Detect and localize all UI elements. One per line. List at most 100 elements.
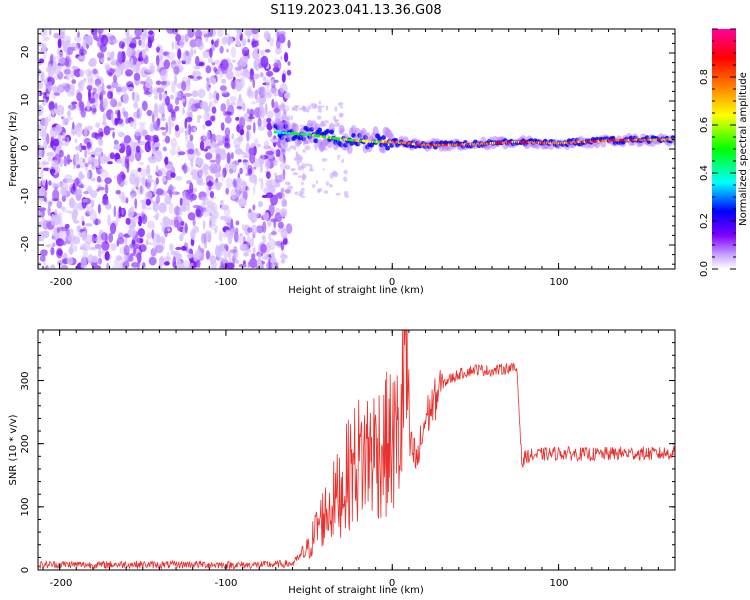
noise-blob — [177, 48, 182, 60]
noise-blob — [273, 79, 279, 84]
noise-blob — [228, 249, 232, 260]
noise-blob — [275, 149, 281, 158]
noise-blob — [125, 217, 131, 225]
noise-blob — [108, 39, 111, 44]
noise-blob — [165, 170, 173, 181]
noise-blob — [196, 259, 201, 268]
noise-blob — [147, 175, 153, 180]
noise-blob — [253, 121, 256, 134]
noise-blob — [61, 240, 67, 246]
noise-blob — [190, 170, 194, 176]
noise-blob — [118, 213, 122, 219]
spectrogram-tick-marks — [38, 29, 676, 269]
noise-blob — [187, 212, 196, 221]
noise-blob — [209, 191, 214, 199]
noise-blob — [172, 256, 177, 268]
noise-blob — [121, 173, 126, 180]
noise-blob — [131, 217, 140, 223]
noise-blob — [266, 261, 273, 269]
noise-blob — [249, 75, 255, 83]
noise-blob — [238, 197, 247, 208]
noise-blob — [145, 198, 151, 206]
noise-blob — [97, 203, 101, 214]
noise-blob — [108, 127, 115, 131]
noise-blob — [65, 117, 70, 123]
noise-blob — [214, 59, 221, 65]
noise-blob — [338, 101, 344, 107]
noise-blob — [337, 155, 341, 158]
noise-blob — [97, 29, 104, 35]
noise-blob — [138, 121, 147, 126]
noise-blob — [173, 216, 179, 220]
noise-blob — [55, 182, 64, 188]
noise-blob — [48, 101, 55, 112]
noise-blob — [276, 31, 280, 42]
noise-blob — [61, 116, 64, 120]
noise-blob — [180, 220, 185, 226]
noise-blob — [155, 188, 164, 196]
noise-blob — [178, 209, 182, 216]
noise-blob — [237, 159, 242, 163]
noise-blob — [320, 122, 324, 128]
noise-blob — [116, 255, 123, 261]
noise-blob — [163, 94, 167, 99]
noise-blob — [184, 223, 188, 234]
noise-blob — [38, 221, 43, 229]
noise-blob — [200, 100, 209, 110]
noise-blob — [290, 168, 297, 171]
noise-blob — [221, 257, 228, 264]
noise-blob — [38, 207, 47, 212]
noise-blob — [241, 38, 247, 47]
noise-blob — [268, 232, 272, 241]
colorbar-tick-label: 0.0 — [699, 261, 710, 277]
noise-blob — [252, 185, 256, 196]
noise-blob — [77, 225, 81, 230]
noise-blob — [54, 102, 58, 111]
noise-blob — [94, 147, 103, 153]
noise-blob — [279, 174, 286, 178]
noise-blob — [285, 181, 290, 185]
noise-blob — [69, 228, 74, 237]
noise-blob — [276, 193, 284, 200]
noise-blob — [92, 68, 98, 75]
noise-blob — [78, 174, 85, 180]
noise-blob — [112, 39, 119, 44]
snr-xtick-label: -100 — [215, 578, 238, 589]
noise-blob — [243, 181, 247, 191]
noise-blob — [142, 262, 146, 268]
ridge-blob — [600, 140, 607, 148]
noise-blob — [162, 51, 170, 57]
noise-blob — [108, 72, 113, 77]
noise-blob — [334, 106, 338, 112]
noise-blob — [259, 263, 264, 269]
noise-blob — [280, 241, 285, 251]
noise-blob — [244, 224, 251, 236]
ridge-blob — [284, 121, 291, 131]
noise-blob — [86, 85, 93, 91]
noise-blob — [257, 117, 262, 128]
noise-blob — [140, 37, 146, 49]
noise-blob — [196, 76, 203, 80]
noise-blob — [287, 61, 291, 66]
noise-blob — [339, 106, 344, 109]
noise-blob — [281, 73, 286, 83]
colorbar-gradient — [712, 29, 736, 269]
noise-blob — [205, 65, 212, 74]
noise-blob — [219, 45, 224, 54]
noise-blob — [42, 179, 47, 186]
noise-blob — [102, 156, 110, 162]
noise-blob — [224, 127, 231, 137]
noise-blob — [160, 117, 167, 122]
noise-blob — [242, 189, 248, 201]
noise-blob — [203, 111, 211, 121]
noise-blob — [124, 180, 128, 186]
noise-blob — [279, 208, 288, 218]
noise-blob — [64, 174, 73, 182]
noise-blob — [81, 220, 85, 226]
noise-blob — [240, 55, 248, 68]
noise-blob — [259, 162, 264, 173]
noise-blob — [309, 164, 313, 171]
noise-blob — [209, 212, 212, 216]
noise-blob — [165, 122, 168, 133]
noise-blob — [274, 240, 283, 247]
